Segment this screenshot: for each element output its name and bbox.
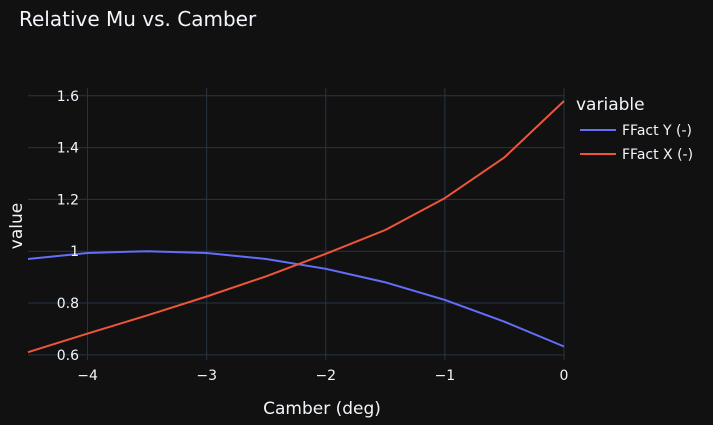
legend-label: FFact Y (-) bbox=[622, 123, 692, 139]
legend-item[interactable]: FFact X (-) bbox=[580, 147, 693, 163]
grid-lines bbox=[28, 88, 565, 360]
y-axis-title: value bbox=[7, 203, 27, 249]
series-line bbox=[27, 250, 565, 348]
y-tick-label: 1.2 bbox=[57, 192, 79, 208]
legend: variable FFact Y (-) FFact X (-) bbox=[576, 95, 693, 163]
y-tick-label: 0.8 bbox=[57, 296, 79, 312]
series-lines bbox=[27, 100, 565, 354]
y-tick-label: 1.6 bbox=[57, 89, 79, 105]
x-tick-labels: −4 −3 −2 −1 0 bbox=[77, 368, 568, 384]
y-tick-label: 0.6 bbox=[57, 348, 79, 364]
chart-title: Relative Mu vs. Camber bbox=[19, 7, 257, 31]
x-tick-label: −4 bbox=[77, 368, 98, 384]
legend-item[interactable]: FFact Y (-) bbox=[580, 123, 692, 139]
y-tick-label: 1 bbox=[70, 244, 79, 260]
legend-label: FFact X (-) bbox=[622, 147, 693, 163]
series-line bbox=[27, 100, 565, 354]
x-tick-label: −2 bbox=[315, 368, 336, 384]
x-tick-label: 0 bbox=[560, 368, 569, 384]
x-tick-label: −1 bbox=[435, 368, 456, 384]
y-tick-label: 1.4 bbox=[57, 141, 79, 157]
y-tick-labels: 0.6 0.8 1 1.2 1.4 1.6 bbox=[57, 89, 79, 364]
x-axis-title: Camber (deg) bbox=[263, 399, 381, 419]
legend-title: variable bbox=[576, 95, 645, 115]
legend-items: FFact Y (-) FFact X (-) bbox=[580, 123, 693, 163]
x-tick-label: −3 bbox=[196, 368, 217, 384]
